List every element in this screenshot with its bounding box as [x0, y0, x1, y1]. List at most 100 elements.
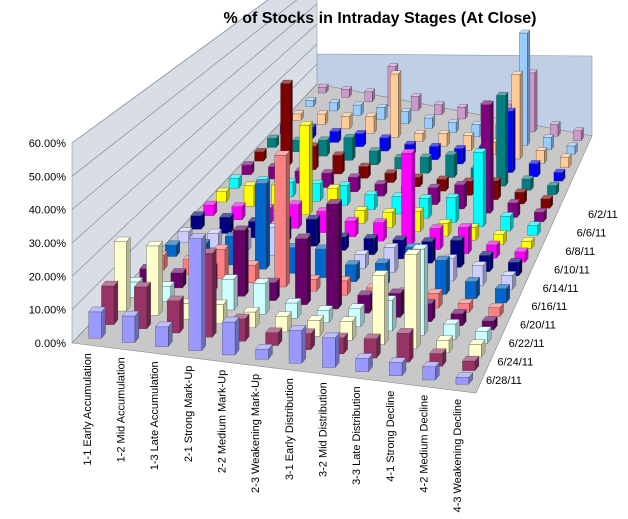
bar-top	[422, 361, 440, 367]
bar-top	[400, 108, 412, 112]
bar-front	[376, 107, 385, 120]
bar-top	[242, 307, 260, 313]
bar-top	[221, 274, 239, 280]
bar-top	[307, 315, 325, 321]
bar-top	[344, 260, 361, 265]
bar-top	[455, 372, 474, 378]
bar-top	[436, 335, 454, 341]
bar-top	[382, 208, 396, 213]
bar-top	[232, 225, 249, 231]
bar-top	[255, 344, 273, 350]
bar-top	[101, 280, 119, 287]
bar-top	[213, 244, 229, 250]
bar-side	[505, 91, 509, 187]
bar-side	[265, 278, 270, 315]
bar-top	[177, 227, 193, 232]
bar-top	[207, 228, 222, 234]
bar	[527, 221, 541, 236]
bar-top	[401, 149, 416, 154]
bar	[329, 127, 342, 143]
bar	[228, 174, 243, 189]
bar-top	[454, 145, 466, 149]
bar-side	[409, 327, 414, 363]
bar	[382, 207, 396, 228]
bar-top	[372, 218, 388, 223]
bar-side	[512, 107, 516, 174]
bar-front	[188, 238, 202, 351]
bar-side	[534, 69, 538, 133]
bar-side	[335, 332, 340, 368]
bar-front	[315, 248, 327, 278]
bar-front	[364, 91, 373, 102]
bar-front	[494, 288, 507, 304]
bar-top	[445, 151, 458, 156]
bar-front	[389, 73, 399, 138]
bar	[213, 244, 229, 279]
bar-side	[244, 225, 249, 297]
bar	[507, 198, 521, 218]
bar-top	[494, 284, 510, 289]
bar-side	[394, 242, 399, 273]
bar	[305, 214, 321, 247]
bar	[344, 216, 359, 238]
bar	[436, 175, 449, 192]
bar	[400, 108, 412, 125]
bar-top	[155, 321, 173, 327]
y-tick-label: 10.00%	[29, 305, 67, 317]
bar-top	[542, 134, 554, 138]
bar-front	[368, 150, 379, 165]
bar	[501, 270, 517, 290]
bar	[232, 225, 249, 297]
bar-top	[364, 88, 376, 92]
bar-top	[339, 316, 357, 322]
bar	[355, 353, 373, 373]
bar	[410, 93, 422, 111]
bar-front	[316, 113, 326, 125]
bar	[364, 190, 378, 211]
bar	[365, 112, 377, 134]
bar-front	[400, 111, 409, 125]
bar-front	[274, 155, 287, 288]
depth-label: 6/8/11	[565, 246, 595, 258]
bar-top	[553, 168, 566, 173]
bar	[445, 151, 458, 178]
bar-front	[341, 116, 350, 130]
bar-side	[373, 112, 377, 134]
bar-top	[486, 240, 501, 246]
bar-front	[216, 191, 227, 203]
bar-front	[521, 241, 532, 249]
bar-top	[501, 271, 517, 276]
bar-side	[212, 248, 217, 338]
bar-side	[455, 193, 460, 223]
bar-front	[410, 96, 419, 111]
bar-top	[427, 288, 443, 294]
bar-top	[404, 140, 417, 145]
bar-front	[365, 116, 375, 134]
bar	[329, 99, 341, 112]
bar-top	[488, 303, 504, 308]
bar	[231, 202, 246, 221]
bar-side	[301, 324, 306, 364]
bar-top	[203, 200, 218, 206]
category-label: 2-2 Medium Mark-Up	[217, 370, 229, 473]
bar	[295, 233, 311, 306]
bar-top	[471, 261, 487, 266]
bar-side	[289, 79, 293, 166]
bar-front	[462, 360, 476, 371]
bar-side	[392, 295, 397, 332]
bar-side	[527, 29, 531, 146]
bar	[241, 161, 255, 176]
bar-top	[288, 325, 307, 331]
bar	[429, 142, 441, 161]
bar	[422, 361, 440, 381]
bar-front	[343, 137, 353, 161]
bar	[274, 150, 290, 288]
bar-front	[424, 117, 433, 129]
bar-top	[388, 357, 407, 363]
bar-top	[429, 143, 441, 147]
bar	[521, 175, 534, 191]
depth-label: 6/20/11	[520, 320, 556, 332]
bar-top	[396, 328, 414, 334]
bar-top	[438, 130, 450, 134]
bar-top	[379, 134, 392, 139]
